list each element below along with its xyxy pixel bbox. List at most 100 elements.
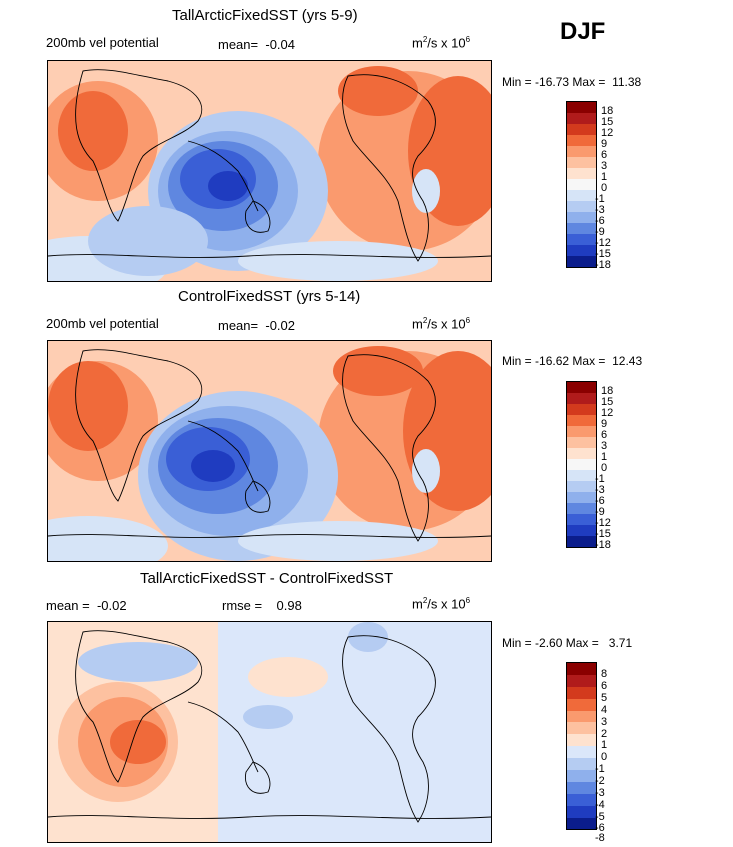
colorbar-swatch [567,663,596,675]
colorbar-label: 3 [601,440,608,452]
colorbar-label: 15 [601,116,614,128]
colorbar-swatch [567,157,596,168]
colorbar-label: 6 [601,680,608,692]
colorbar-label: -15 [595,248,611,260]
colorbar-swatch [567,256,596,267]
colorbar-swatch [567,393,596,404]
colorbar-label: -8 [595,832,605,844]
colorbar-swatch [567,470,596,481]
colorbar-label: -6 [595,215,605,227]
colorbar-label: 2 [601,728,608,740]
colorbar-swatch [567,212,596,223]
colorbar-swatch [567,113,596,124]
panel-2-mean: mean= -0.02 [218,318,295,333]
colorbar-swatch [567,245,596,256]
colorbar-swatch [567,514,596,525]
colorbar-label: 0 [601,751,608,763]
panel-3-minmax: Min = -2.60 Max = 3.71 [502,636,632,650]
colorbar-label: -1 [595,763,605,775]
colorbar-swatch [567,426,596,437]
panel-3-colorbar [566,662,597,831]
colorbar-label: 0 [601,462,608,474]
max-value: 3.71 [608,636,633,650]
colorbar-label: -4 [595,799,605,811]
max-value: 11.38 [612,75,642,89]
colorbar-label: -18 [595,259,611,271]
colorbar-swatch [567,404,596,415]
panel-1-map [47,60,492,282]
panel-3-mean: mean = -0.02 [46,598,127,613]
colorbar-label: -12 [595,517,611,529]
colorbar-label: 6 [601,429,608,441]
colorbar-label: -3 [595,484,605,496]
colorbar-swatch [567,746,596,759]
panel-1-field: 200mb vel potential [46,35,159,50]
units-pow: 6 [465,35,471,44]
units-base: m [412,35,423,51]
min-value: -16.62 [535,354,570,368]
colorbar-swatch [567,710,596,723]
colorbar-swatch [567,135,596,146]
colorbar-label: -9 [595,506,605,518]
colorbar-label: 4 [601,704,608,716]
colorbar-label: 9 [601,418,608,430]
panel-1-contours [48,61,491,281]
colorbar-swatch [567,234,596,245]
max-label: Max = [572,75,606,89]
colorbar-swatch [567,124,596,135]
colorbar-swatch [567,146,596,157]
panel-3-mean-value: -0.02 [96,598,127,613]
colorbar-label: 15 [601,396,614,408]
colorbar-swatch [567,190,596,201]
colorbar-swatch [567,525,596,536]
colorbar-label: 5 [601,692,608,704]
panel-1-minmax: Min = -16.73 Max = 11.38 [502,75,641,89]
colorbar-swatch [567,201,596,212]
units-exp: 2 [422,35,428,44]
panel-1-mean: mean= -0.04 [218,37,295,52]
min-label: Min = [502,354,532,368]
panel-2-units: m2/s x 106 [412,316,470,331]
colorbar-swatch [567,415,596,426]
colorbar-swatch [567,734,596,747]
min-label: Min = [502,75,532,89]
min-label: Min = [502,636,532,650]
colorbar-swatch [567,492,596,503]
max-label: Max = [572,354,606,368]
colorbar-swatch [567,793,596,806]
colorbar-label: -2 [595,775,605,787]
max-label: Max = [565,636,599,650]
colorbar-swatch [567,382,596,393]
colorbar-swatch [567,503,596,514]
panel-3-contours [48,622,491,842]
colorbar-label: -18 [595,539,611,551]
units-base: m [412,316,423,332]
units-exp: 2 [422,316,428,325]
colorbar-label: 1 [601,451,608,463]
units-pow: 6 [465,596,471,605]
colorbar-label: 18 [601,105,614,117]
colorbar-swatch [567,168,596,179]
colorbar-swatch [567,536,596,547]
colorbar-label: 6 [601,149,608,161]
max-value: 12.43 [612,354,643,368]
colorbar-label: 18 [601,385,614,397]
colorbar-label: -15 [595,528,611,540]
colorbar-label: 1 [601,739,608,751]
panel-1-units: m2/s x 106 [412,35,470,50]
units-pow: 6 [465,316,471,325]
colorbar-label: -5 [595,811,605,823]
units-mid: /s x 10 [427,596,466,612]
colorbar-swatch [567,758,596,771]
min-value: -16.73 [535,75,570,89]
panel-1-title: TallArcticFixedSST (yrs 5-9) [172,7,358,24]
colorbar-swatch [567,102,596,113]
units-mid: /s x 10 [427,35,466,51]
colorbar-swatch [567,437,596,448]
colorbar-label: 1 [601,171,608,183]
colorbar-label: -6 [595,822,605,834]
colorbar-label: 0 [601,182,608,194]
colorbar-swatch [567,781,596,794]
panel-2-contours [48,341,491,561]
panel-2-mean-label: mean= [218,318,259,333]
